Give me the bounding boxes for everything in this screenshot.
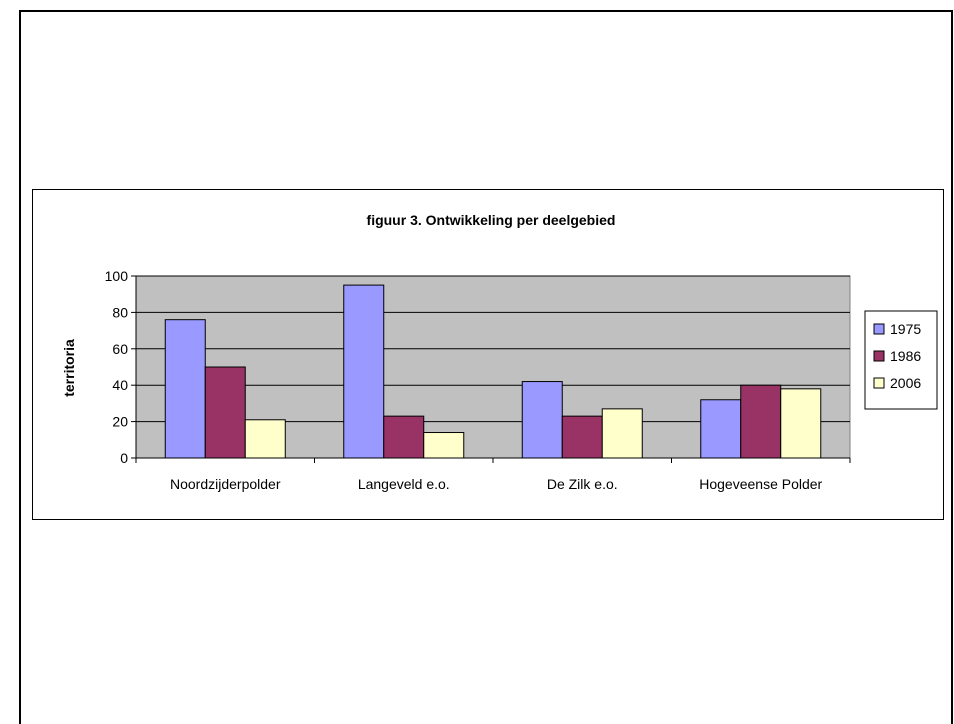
y-tick-label: 100 xyxy=(105,268,129,284)
legend-label-1986: 1986 xyxy=(890,348,921,364)
page-frame xyxy=(19,10,953,724)
bar-1975-0 xyxy=(164,319,206,459)
bar-1986-3 xyxy=(740,384,782,459)
x-tick-label: De Zilk e.o. xyxy=(547,476,618,492)
x-tick-label: Langeveld e.o. xyxy=(358,476,450,492)
legend-label-1975: 1975 xyxy=(890,321,921,337)
bar-1975-2 xyxy=(521,381,563,459)
bar-1975-3 xyxy=(700,399,742,459)
bar-1986-2 xyxy=(561,415,603,459)
bar-1975-1 xyxy=(343,284,385,459)
chart-title: figuur 3. Ontwikkeling per deelgebied xyxy=(367,212,616,228)
y-tick-label: 40 xyxy=(112,377,128,393)
bar-chart: figuur 3. Ontwikkeling per deelgebied 0 2… xyxy=(61,212,938,492)
plot-area: 0 20 40 60 80 100 Noordzijderpolder Langeveld e… xyxy=(105,268,851,492)
bar-2006-1 xyxy=(423,432,465,459)
y-tick-label: 20 xyxy=(112,414,128,430)
bar-1986-0 xyxy=(204,366,246,459)
bar-2006-2 xyxy=(601,408,643,459)
y-tick-label: 0 xyxy=(120,450,128,466)
legend-swatch-1986 xyxy=(873,350,885,362)
legend: 1975 1986 2006 xyxy=(864,310,938,410)
chart-container: figuur 3. Ontwikkeling per deelgebied 0 2… xyxy=(32,189,944,520)
x-tick-label: Hogeveense Polder xyxy=(699,476,822,492)
x-tick-label: Noordzijderpolder xyxy=(170,476,281,492)
y-axis-label: territoria xyxy=(61,339,77,397)
y-tick-label: 80 xyxy=(112,304,128,320)
legend-label-2006: 2006 xyxy=(890,375,921,391)
legend-swatch-1975 xyxy=(873,323,885,335)
y-tick-label: 60 xyxy=(112,341,128,357)
bar-2006-0 xyxy=(244,419,286,459)
legend-swatch-2006 xyxy=(873,377,885,389)
bar-1986-1 xyxy=(383,415,425,459)
bar-2006-3 xyxy=(780,388,822,459)
